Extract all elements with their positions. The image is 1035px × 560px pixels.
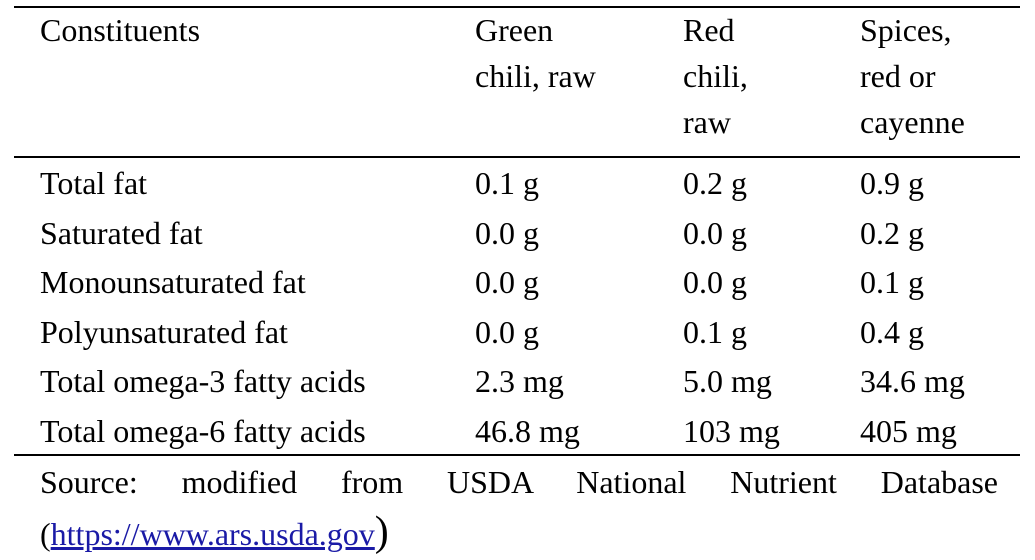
value-cell: 46.8 mg xyxy=(475,412,580,449)
value-cell: 405 mg xyxy=(860,412,957,449)
source-end: ) xyxy=(374,509,389,555)
value-cell: 2.3 mg xyxy=(475,363,564,399)
value-cell: 0.4 g xyxy=(860,313,924,350)
value-cell: 0.0 g xyxy=(475,313,539,350)
row-label: Saturated fat xyxy=(40,214,203,251)
value-cell: 0.0 g xyxy=(475,214,539,251)
top-rule xyxy=(14,6,1020,8)
row-label: Total fat xyxy=(40,165,148,201)
header-cell: Spices, red or cayenne xyxy=(860,12,965,140)
value-cell: 0.1 g xyxy=(475,165,539,201)
value-cell: 0.0 g xyxy=(475,264,539,300)
header-cell: Constituents xyxy=(40,12,201,48)
header-cell: Red chili, raw xyxy=(683,12,748,140)
header-cell: Green chili, raw xyxy=(475,12,596,94)
row-label: Total omega-6 fatty acids xyxy=(40,412,366,449)
value-cell: 0.9 g xyxy=(860,165,924,201)
row-label: Polyunsaturated fat xyxy=(40,313,288,350)
header-rule xyxy=(14,156,1020,158)
value-cell: 103 mg xyxy=(683,412,780,449)
row-label: Monounsaturated fat xyxy=(40,264,306,300)
value-cell: 0.0 g xyxy=(683,214,747,251)
source-link[interactable]: https://www.ars.usda.gov xyxy=(50,516,375,552)
value-cell: 0.1 g xyxy=(860,264,924,300)
value-cell: 0.2 g xyxy=(860,214,924,251)
bottom-rule xyxy=(14,454,1020,456)
value-cell: 0.1 g xyxy=(683,313,747,350)
value-cell: 34.6 mg xyxy=(860,363,965,399)
source-note: Source: modified from USDA National Nutr… xyxy=(40,456,998,560)
value-cell: 5.0 mg xyxy=(683,363,772,399)
value-cell: 0.2 g xyxy=(683,165,747,201)
source-text: Source: modified from USDA National Nutr… xyxy=(40,464,998,552)
row-label: Total omega-3 fatty acids xyxy=(40,363,366,399)
value-cell: 0.0 g xyxy=(683,264,747,300)
